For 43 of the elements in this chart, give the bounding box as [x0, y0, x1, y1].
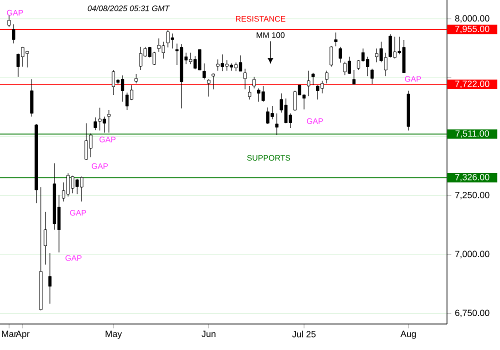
candlestick	[334, 32, 338, 46]
y-tick-label: 6,750.00	[455, 310, 490, 318]
y-tick-label: 8,000.00	[455, 15, 490, 23]
candlestick	[248, 86, 252, 100]
candlestick	[370, 68, 374, 84]
y-tick-label: 7,250.00	[455, 192, 490, 200]
candlestick	[12, 24, 16, 44]
candlestick	[120, 75, 124, 102]
candlestick	[330, 46, 333, 67]
candlestick	[243, 68, 247, 90]
candlestick	[338, 46, 342, 63]
candlestick	[134, 74, 138, 84]
candlestick	[306, 70, 310, 96]
candlestick	[112, 70, 116, 96]
candlestick	[275, 113, 278, 136]
candlestick	[343, 61, 347, 76]
candlestick	[312, 72, 315, 86]
x-tick-label: Jul 25	[292, 330, 316, 338]
candlestick	[48, 252, 52, 304]
y-tick-label: 7,000.00	[455, 250, 490, 258]
x-tick-label: Aug	[400, 330, 416, 339]
ref-line-label: 7,955.00	[455, 26, 490, 34]
ref-line-label: 7,511.00	[456, 130, 489, 138]
candlestick	[7, 14, 11, 28]
candlestick	[212, 73, 215, 90]
candlestick	[202, 63, 206, 80]
candlestick	[207, 78, 210, 97]
candlestick	[107, 110, 111, 133]
candlestick	[238, 55, 242, 72]
x-tick-label: Mar	[2, 330, 17, 338]
ref-line-label: 7,722.00	[455, 80, 490, 88]
candlestick	[252, 76, 256, 89]
candlestick	[30, 78, 34, 117]
candlestick	[94, 117, 97, 130]
candlestick	[366, 56, 370, 76]
candlestick	[325, 70, 328, 84]
x-tick-label: Jun	[202, 330, 216, 338]
x-tick-label: Apr	[16, 330, 30, 339]
ref-line-label: 7,326.00	[455, 174, 490, 182]
x-tick-label: May	[106, 330, 122, 339]
candlestick	[44, 212, 47, 265]
candlestick	[352, 70, 356, 84]
candlestick	[166, 30, 170, 48]
